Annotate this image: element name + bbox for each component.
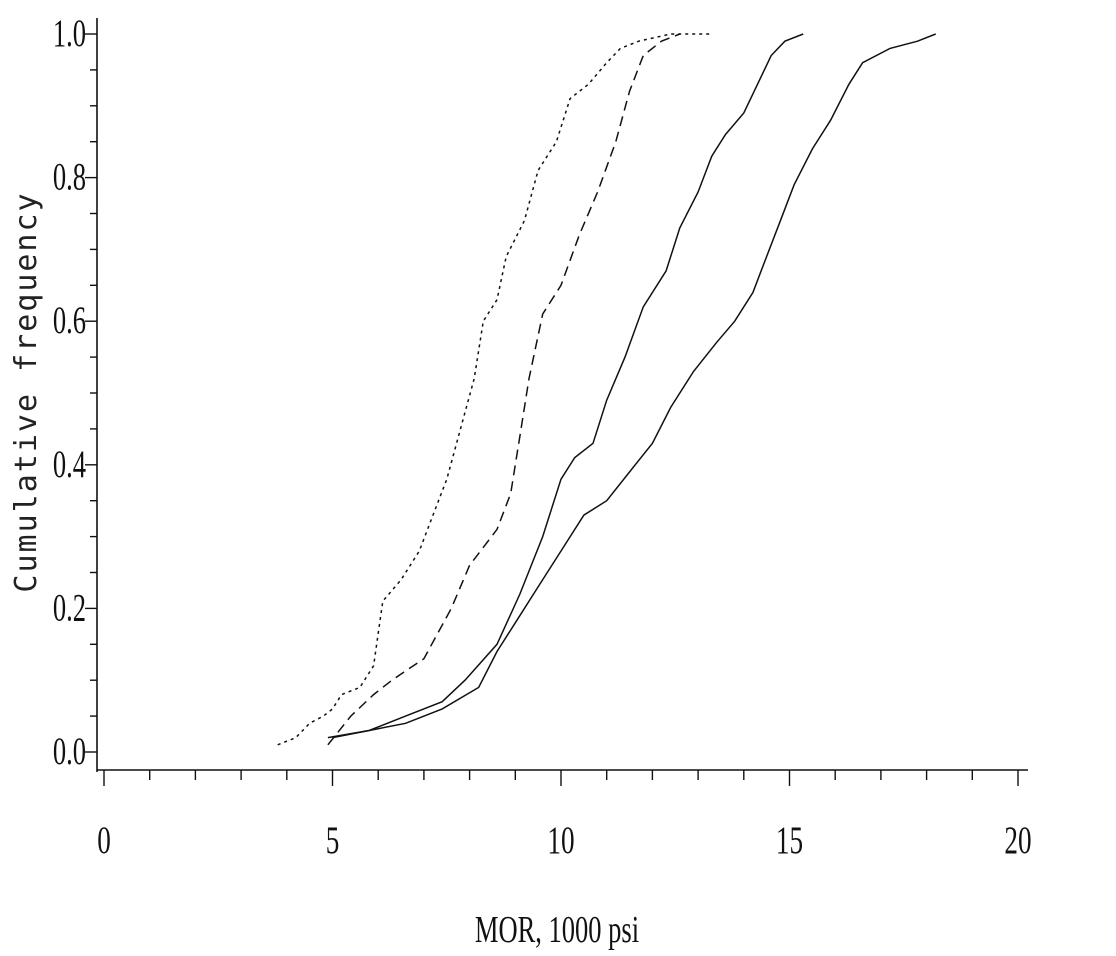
x-tick-label: 10: [547, 819, 574, 862]
series-line-2: [327, 33, 681, 746]
series-layer: [277, 33, 936, 746]
y-tick-label: 0.6: [53, 299, 86, 342]
y-tick-label: 1.0: [53, 12, 86, 55]
y-axis-title: Cumulative frequency: [9, 191, 44, 592]
x-tick-label: 5: [326, 819, 340, 862]
y-tick-label: 0.0: [53, 730, 86, 773]
y-tick-label: 0.4: [53, 443, 86, 486]
x-ticks: 0 5 10 15 20: [97, 770, 1032, 862]
x-tick-label: 15: [776, 819, 803, 862]
y-tick-label: 0.8: [53, 156, 86, 199]
series-line-3: [332, 33, 804, 739]
series-line-1: [277, 33, 712, 746]
x-axis-title: MOR, 1000 psi: [475, 910, 639, 952]
y-tick-label: 0.2: [53, 586, 86, 629]
x-tick-label: 20: [1004, 819, 1031, 862]
axes: [96, 18, 1028, 772]
y-ticks: 0.0 0.2 0.4 0.6 0.8 1.0: [53, 12, 97, 773]
series-line-4: [327, 33, 936, 739]
x-tick-label: 0: [97, 819, 111, 862]
